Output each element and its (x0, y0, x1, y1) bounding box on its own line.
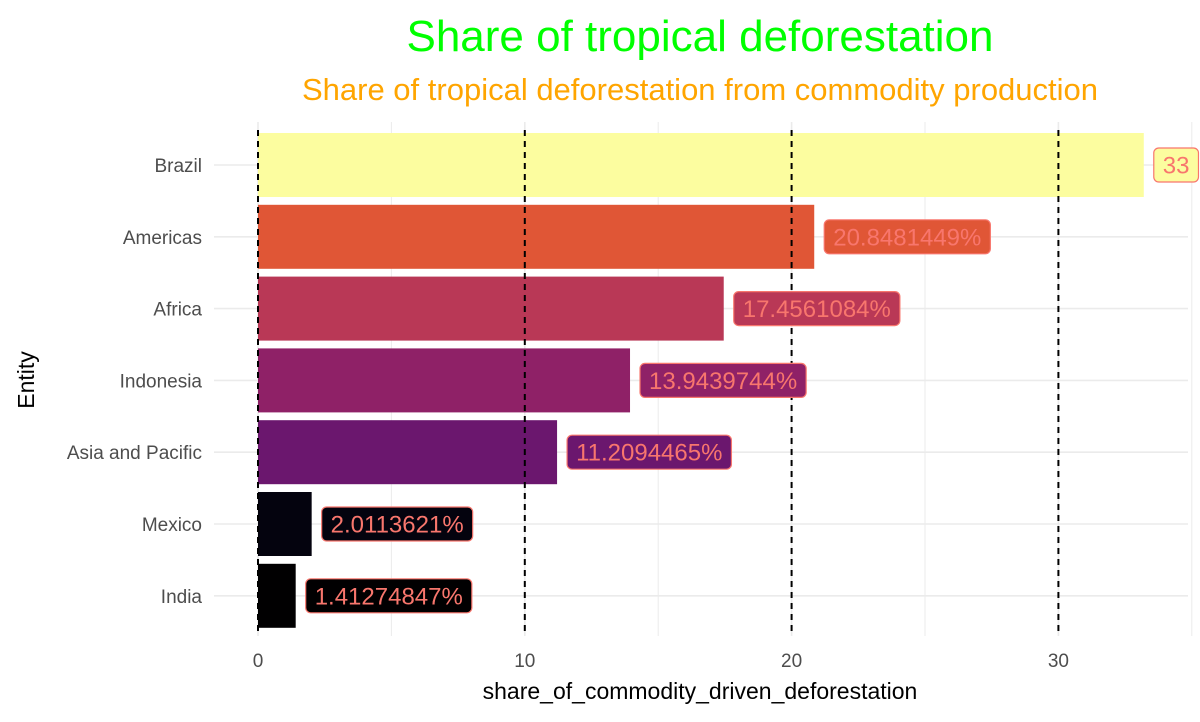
y-tick-label: Indonesia (120, 371, 203, 392)
data-label: 1.41274847% (305, 578, 473, 614)
axes-layer: Brazil Americas Africa Indonesia Asia and Pa… (67, 156, 1069, 672)
data-label: 20.8481449% (823, 219, 991, 255)
data-label-text: 20.8481449% (833, 224, 981, 251)
bar-asia-and-pacific (258, 420, 558, 485)
bar-africa (258, 276, 724, 341)
bar-brazil (258, 133, 1144, 197)
data-label-box (566, 434, 733, 470)
y-tick-label: Mexico (142, 515, 202, 536)
y-tick-label: Brazil (154, 156, 202, 177)
data-labels-layer: 33 20.8481449% 17.4561084% 13.9439744% 11.20… (305, 147, 1200, 614)
data-label: 11.2094465% (566, 434, 733, 470)
y-axis-title: Entity (13, 351, 39, 409)
x-tick-label: 20 (781, 651, 802, 672)
chart-subtitle: Share of tropical deforestation from com… (302, 72, 1098, 107)
data-label-box (1153, 147, 1200, 183)
x-tick-label: 0 (253, 651, 264, 672)
bar-indonesia (258, 348, 631, 413)
data-label: 17.4561084% (733, 291, 901, 327)
data-label-box (321, 506, 474, 542)
data-label-text: 17.4561084% (743, 296, 891, 323)
data-label: 13.9439744% (639, 362, 807, 398)
bar-india (258, 563, 296, 628)
y-tick-label: Asia and Pacific (67, 443, 202, 464)
data-label-box (733, 291, 901, 327)
data-label-text: 2.0113621% (331, 512, 464, 539)
data-label-text: 33 (1163, 153, 1190, 180)
data-label: 2.0113621% (321, 506, 474, 542)
bars-layer (258, 133, 1144, 628)
data-label-text: 1.41274847% (315, 583, 463, 610)
data-label-box (823, 219, 991, 255)
y-tick-label: India (161, 587, 203, 608)
x-tick-label: 10 (514, 651, 535, 672)
data-label-text: 13.9439744% (649, 368, 797, 395)
bar-mexico (258, 492, 312, 556)
data-label-box (639, 362, 807, 398)
titles-layer: Share of tropical deforestation Share of… (13, 12, 1098, 704)
x-axis-title: share_of_commodity_driven_deforestation (483, 678, 918, 704)
data-label-box (305, 578, 473, 614)
data-label: 33 (1153, 147, 1200, 183)
y-tick-label: Africa (153, 300, 202, 321)
bar-americas (258, 204, 815, 269)
y-tick-label: Americas (123, 228, 202, 249)
chart-title: Share of tropical deforestation (406, 12, 993, 61)
x-tick-label: 30 (1048, 651, 1069, 672)
data-label-text: 11.2094465% (576, 440, 722, 467)
